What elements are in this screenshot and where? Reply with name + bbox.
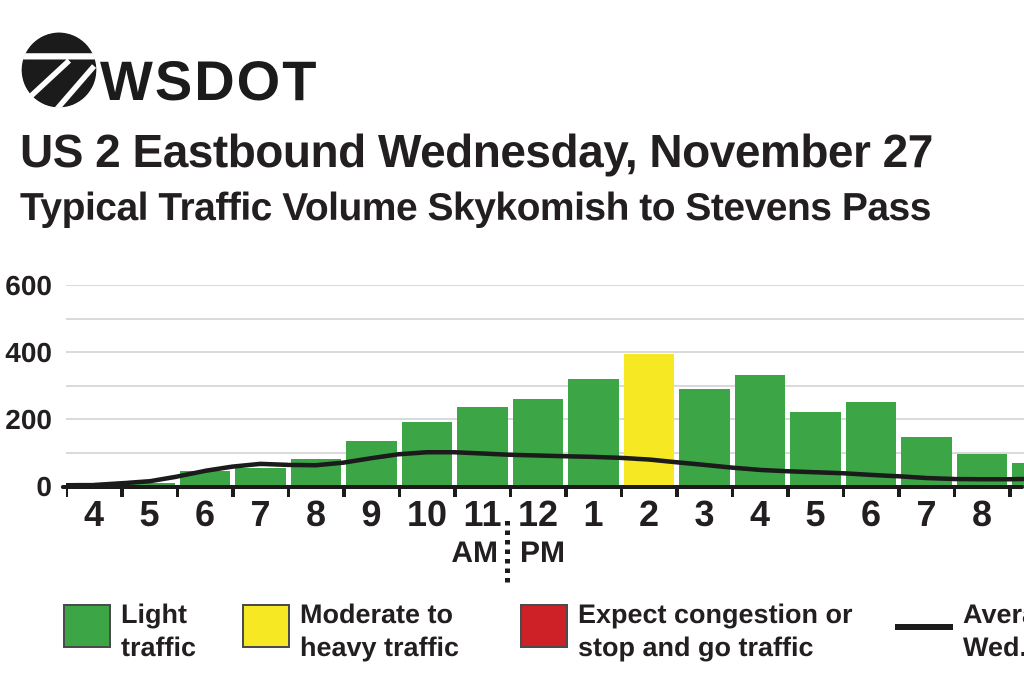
gridline-400 (66, 351, 1024, 353)
bar-9am (346, 440, 397, 486)
legend-item-light-traffic: Light traffic (63, 598, 196, 664)
bar-6am (179, 470, 230, 486)
bar-5pm (790, 412, 841, 486)
legend-label: Average Wed. volume (963, 598, 1024, 664)
x-tick (453, 489, 457, 497)
bar-3pm (679, 388, 730, 486)
x-label-5am: 5 (139, 494, 160, 534)
x-tick (66, 489, 68, 497)
x-label-2pm: 2 (638, 494, 660, 534)
page-title: US 2 Eastbound Wednesday, November 27 (20, 125, 933, 177)
x-tick (897, 489, 901, 497)
x-label-6pm: 6 (860, 494, 882, 534)
x-axis-labels: 456789101112123456789 (66, 494, 1024, 536)
x-tick (120, 489, 124, 497)
legend-label: Expect congestion or stop and go traffic (578, 598, 853, 664)
legend-label-line1: Light (121, 599, 187, 629)
x-tick (841, 489, 845, 497)
bar-2pm (623, 353, 674, 486)
gridline-500 (66, 317, 1024, 320)
x-label-10am: 10 (406, 494, 448, 534)
wsdot-logo-icon (21, 32, 97, 108)
legend-label-line2: heavy traffic (300, 632, 460, 662)
legend-label-line2: traffic (121, 632, 197, 662)
bar-8am (290, 459, 341, 486)
moderate-heavy-swatch (242, 604, 290, 648)
bar-6pm (845, 402, 896, 486)
plot-area (66, 285, 1024, 486)
bar-9pm (1012, 462, 1024, 486)
y-tick-label-400: 400 (5, 337, 52, 368)
pm-label: PM (520, 536, 565, 569)
legend-item-congestion: Expect congestion or stop and go traffic (520, 598, 853, 664)
bar-1pm (568, 378, 619, 486)
y-axis: 0 200 400 600 (0, 271, 58, 502)
light-traffic-swatch (63, 604, 111, 648)
x-label-4am: 4 (83, 494, 105, 534)
y-tick-label-0: 0 (36, 471, 52, 502)
bar-8pm (956, 454, 1007, 486)
x-label-4pm: 4 (749, 494, 771, 534)
x-label-8pm: 8 (971, 494, 993, 534)
x-tick (508, 489, 512, 497)
bar-10am (401, 422, 452, 486)
y-tick-label-600: 600 (5, 270, 52, 301)
legend-item-moderate-heavy: Moderate to heavy traffic (242, 598, 459, 664)
x-tick (786, 489, 790, 497)
x-tick (397, 489, 401, 497)
x-axis-line (61, 485, 1024, 489)
page-subtitle: Typical Traffic Volume Skykomish to Stev… (20, 186, 931, 229)
am-label: AM (451, 536, 498, 569)
x-label-6am: 6 (194, 494, 216, 534)
bar-7am (235, 467, 286, 486)
bar-11am (457, 407, 508, 486)
brand-wordmark: WSDOT (100, 49, 319, 112)
x-label-7pm: 7 (916, 494, 937, 534)
x-label-3pm: 3 (694, 494, 715, 534)
y-tick-label-200: 200 (5, 404, 52, 435)
x-tick (286, 489, 290, 497)
congestion-swatch (520, 604, 568, 648)
x-tick (619, 489, 623, 497)
x-tick (342, 489, 346, 497)
x-tick (952, 489, 956, 497)
bar-7pm (901, 437, 952, 486)
x-label-5pm: 5 (805, 494, 826, 534)
average-line-swatch (895, 624, 953, 630)
x-label-12pm: 12 (517, 494, 559, 534)
legend-label-line2: Wed. volume (963, 632, 1024, 662)
gridline-300 (66, 384, 1024, 387)
legend-label-line1: Average (963, 599, 1024, 629)
x-tick (175, 489, 179, 497)
x-label-9pm: 9 (1010, 494, 1024, 534)
x-tick (675, 489, 679, 497)
am-pm-divider-dotted-line (505, 521, 510, 583)
bar-12pm (512, 398, 563, 486)
x-label-11am: 11 (463, 494, 502, 534)
legend-label: Moderate to heavy traffic (300, 598, 459, 664)
legend-item-average-line: Average Wed. volume (895, 598, 1024, 664)
x-tick (231, 489, 235, 497)
x-axis-ticks (66, 489, 1024, 498)
x-tick (730, 489, 734, 497)
x-tick (564, 489, 568, 497)
legend-label-line1: Expect congestion or (578, 599, 853, 629)
x-label-9am: 9 (361, 494, 382, 534)
legend-label-line1: Moderate to (300, 599, 454, 629)
legend-label-line2: stop and go traffic (578, 632, 814, 662)
x-label-1pm: 1 (583, 494, 604, 534)
legend-label: Light traffic (121, 598, 196, 664)
gridline-600 (66, 285, 1024, 286)
x-label-8am: 8 (305, 494, 327, 534)
bar-4pm (734, 375, 785, 486)
x-tick (1008, 489, 1012, 497)
x-label-7am: 7 (250, 494, 271, 534)
